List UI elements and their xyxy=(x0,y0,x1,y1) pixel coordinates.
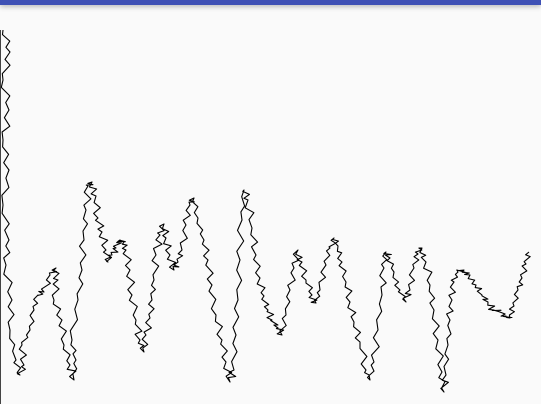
app-bar xyxy=(0,0,541,5)
random-walk-stroke xyxy=(0,29,531,393)
